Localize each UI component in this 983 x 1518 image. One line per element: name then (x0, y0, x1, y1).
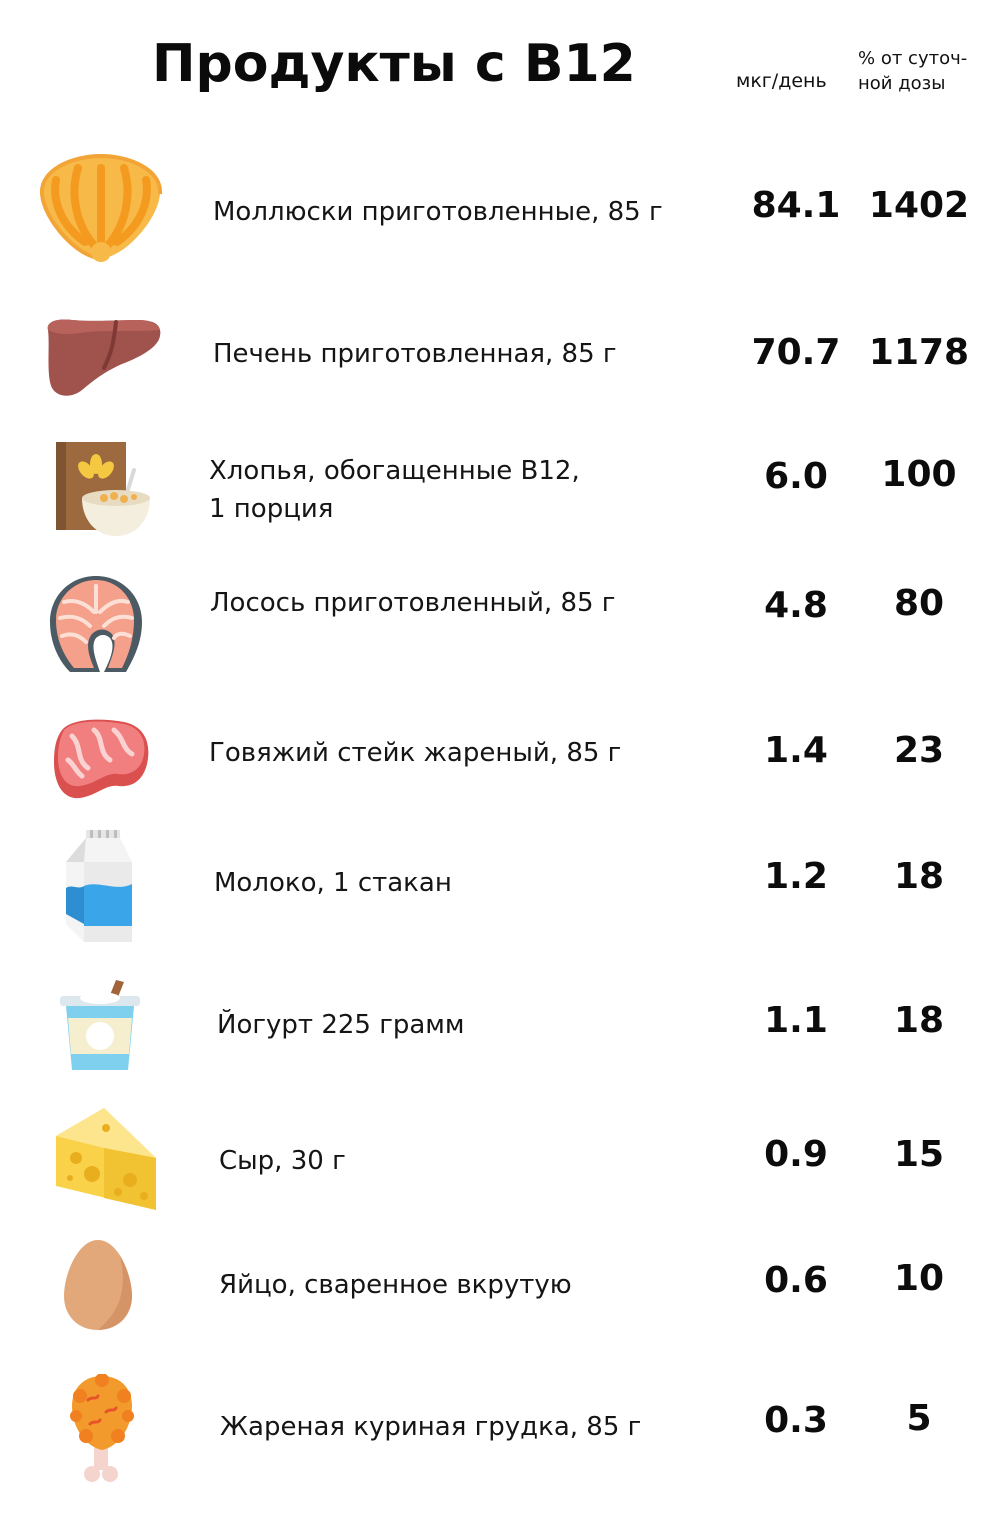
item-name: Жареная куриная грудка, 85 г (220, 1408, 641, 1446)
item-name: Говяжий стейк жареный, 85 г (209, 734, 621, 772)
page-title: Продукты с В12 (152, 34, 636, 94)
item-percent-value: 100 (881, 454, 957, 495)
item-name: Моллюски приготовленные, 85 г (213, 193, 663, 231)
beef-steak-icon (52, 716, 152, 802)
item-name-line: Моллюски приготовленные, 85 г (213, 197, 663, 227)
column-header-mcg: мкг/день (736, 70, 827, 92)
column-header-percent-line2: ной дозы (858, 73, 946, 94)
milk-carton-icon (64, 828, 136, 946)
item-percent-value: 1178 (868, 332, 970, 373)
item-percent-value: 18 (893, 1000, 945, 1041)
item-name-line: Молоко, 1 стакан (214, 868, 452, 898)
item-percent-value: 23 (893, 730, 945, 771)
item-name-line: Яйцо, сваренное вкрутую (219, 1270, 572, 1300)
item-mcg-value: 84.1 (751, 185, 841, 226)
item-name: Печень приготовленная, 85 г (213, 335, 617, 373)
item-name-line: Сыр, 30 г (219, 1146, 346, 1176)
item-mcg-value: 1.4 (764, 730, 828, 771)
item-name-line: Печень приготовленная, 85 г (213, 339, 617, 369)
item-name-line-2: 1 порция (209, 494, 334, 524)
item-name-line: Жареная куриная грудка, 85 г (220, 1412, 642, 1442)
item-name-line: Лосось приготовленный, 85 г (210, 588, 616, 618)
cheese-icon (52, 1106, 160, 1216)
item-name-line: Говяжий стейк жареный, 85 г (209, 738, 622, 768)
salmon-steak-icon (48, 572, 144, 676)
item-percent-value: 15 (893, 1134, 945, 1175)
item-name-line-1: Хлопья, обогащенные В12, (209, 456, 580, 486)
item-percent-value: 80 (893, 583, 945, 624)
item-name: Лосось приготовленный, 85 г (210, 584, 615, 622)
column-header-percent: % от суточ- ной дозы (858, 46, 967, 96)
item-name-line: Йогурт 225 грамм (217, 1010, 465, 1040)
item-percent-value: 10 (893, 1258, 945, 1299)
item-mcg-value: 0.6 (764, 1260, 828, 1301)
item-mcg-value: 0.9 (764, 1134, 828, 1175)
cereal-box-icon (52, 438, 152, 538)
item-percent-value: 18 (893, 856, 945, 897)
item-percent-value: 5 (906, 1398, 932, 1439)
fried-chicken-leg-icon (66, 1374, 138, 1484)
item-name: Хлопья, обогащенные В12, 1 порция (209, 452, 580, 528)
egg-icon (62, 1238, 134, 1332)
liver-icon (42, 316, 164, 398)
item-mcg-value: 1.1 (764, 1000, 828, 1041)
item-mcg-value: 4.8 (764, 585, 828, 626)
item-mcg-value: 1.2 (764, 856, 828, 897)
item-name: Сыр, 30 г (219, 1142, 346, 1180)
yogurt-cup-icon (58, 978, 142, 1072)
item-mcg-value: 0.3 (764, 1400, 828, 1441)
column-header-percent-line1: % от суточ- (858, 48, 968, 69)
clam-shell-icon (38, 154, 164, 262)
item-percent-value: 1402 (868, 185, 970, 226)
item-name: Яйцо, сваренное вкрутую (219, 1266, 572, 1304)
item-name: Йогурт 225 грамм (217, 1006, 465, 1044)
item-mcg-value: 70.7 (751, 332, 841, 373)
item-mcg-value: 6.0 (764, 456, 828, 497)
item-name: Молоко, 1 стакан (214, 864, 452, 902)
